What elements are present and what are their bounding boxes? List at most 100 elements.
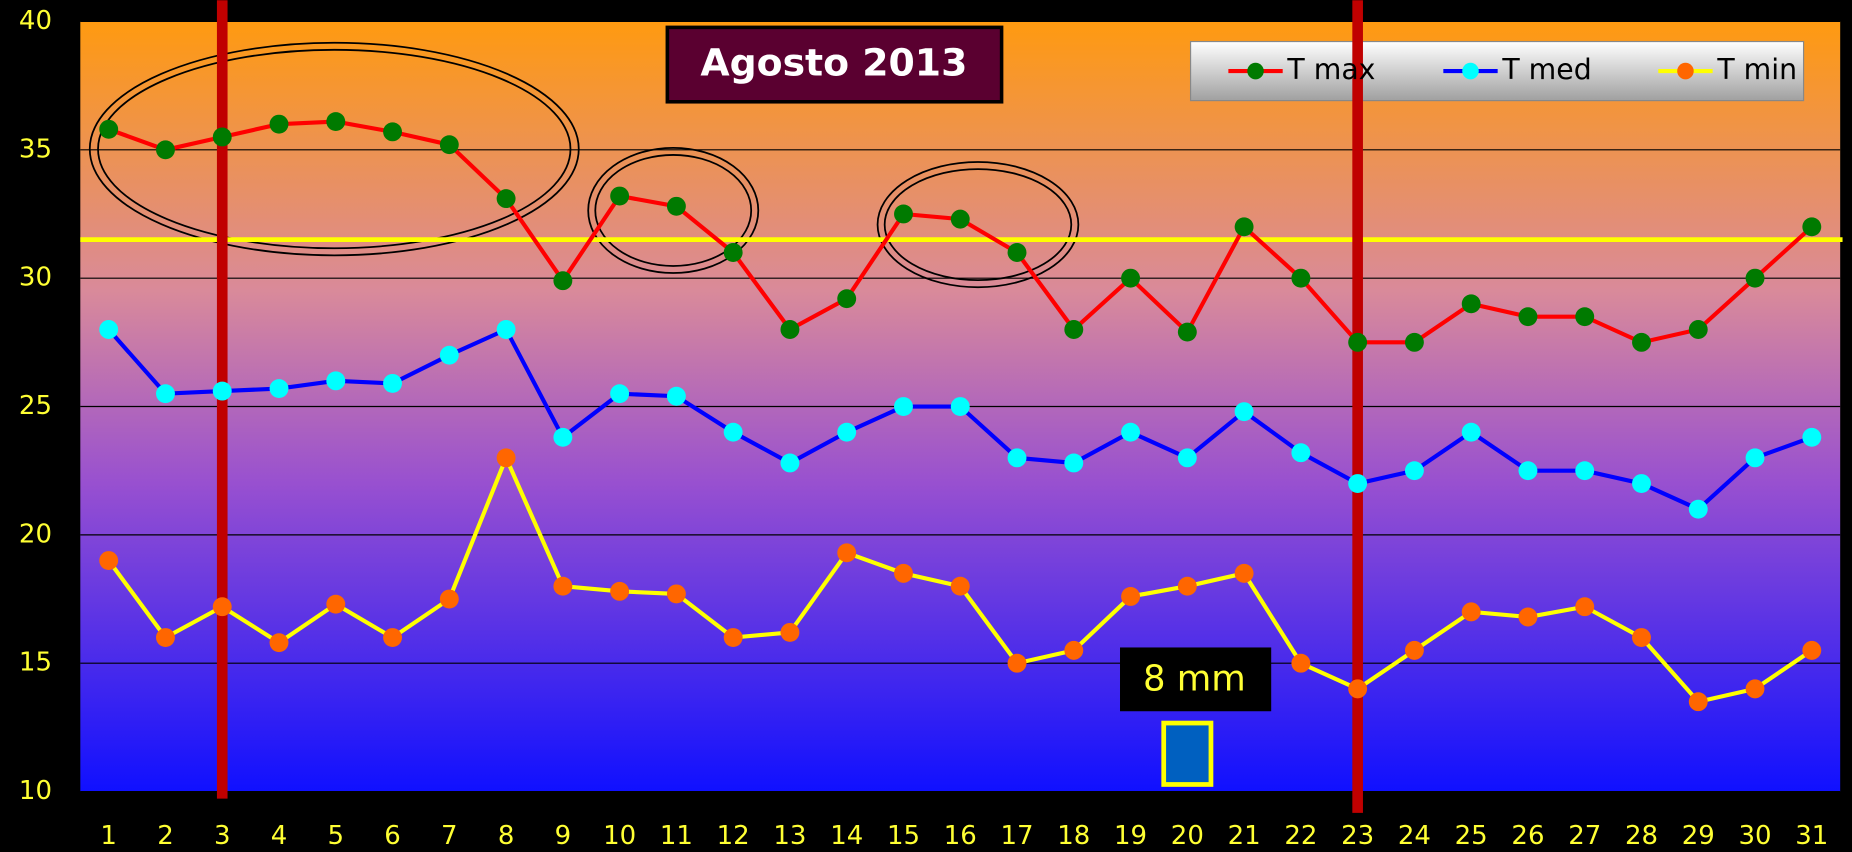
data-point — [894, 397, 913, 416]
data-point — [1688, 320, 1708, 339]
annotation: 8 mm — [1143, 659, 1246, 700]
data-point — [1007, 448, 1027, 468]
data-point — [1177, 576, 1197, 596]
x-tick-label: 12 — [717, 821, 750, 851]
x-tick-label: 21 — [1228, 821, 1261, 851]
legend-label: T med — [1501, 53, 1591, 86]
x-tick-label: 19 — [1114, 821, 1147, 851]
data-point — [1632, 332, 1651, 352]
data-point — [326, 594, 346, 614]
data-point — [383, 628, 403, 647]
x-tick-label: 10 — [603, 821, 636, 851]
data-point — [1575, 307, 1595, 327]
data-point — [99, 119, 119, 139]
x-tick-label: 14 — [830, 821, 863, 851]
x-tick-label: 24 — [1398, 821, 1431, 851]
x-tick-label: 23 — [1341, 821, 1374, 851]
data-point — [666, 584, 686, 604]
data-point — [1745, 679, 1765, 699]
x-tick-label: 13 — [773, 821, 806, 851]
data-point — [269, 633, 289, 653]
data-point — [553, 427, 573, 447]
data-point — [439, 345, 459, 365]
y-tick-label: 35 — [19, 134, 52, 164]
x-tick-label: 15 — [887, 821, 920, 851]
data-point — [780, 622, 800, 642]
data-point — [1518, 461, 1538, 481]
data-point — [1234, 217, 1254, 237]
data-point — [1177, 322, 1197, 342]
x-tick-label: 31 — [1795, 821, 1828, 851]
data-point — [1632, 628, 1651, 647]
data-point — [439, 589, 459, 609]
data-point — [1291, 653, 1311, 673]
data-point — [1007, 653, 1027, 673]
x-tick-label: 1 — [100, 821, 117, 851]
data-point — [1121, 268, 1141, 288]
data-point — [837, 543, 857, 563]
data-point — [1121, 587, 1141, 606]
x-tick-label: 30 — [1739, 821, 1772, 851]
x-tick-label: 18 — [1057, 821, 1090, 851]
x-tick-label: 6 — [384, 821, 401, 851]
data-point — [610, 581, 630, 601]
x-tick-label: 17 — [1000, 821, 1033, 851]
data-point — [1234, 402, 1254, 422]
data-point — [1518, 607, 1538, 627]
y-tick-label: 20 — [19, 519, 52, 549]
x-tick-label: 27 — [1568, 821, 1601, 851]
data-point — [780, 320, 800, 339]
data-point — [1745, 448, 1765, 468]
data-point — [894, 204, 913, 224]
data-point — [326, 371, 346, 391]
data-point — [1177, 448, 1197, 468]
x-tick-label: 8 — [498, 821, 515, 851]
data-point — [553, 271, 573, 291]
data-point — [269, 114, 289, 134]
x-tick-label: 29 — [1682, 821, 1715, 851]
data-point — [1064, 320, 1084, 339]
data-point — [1348, 679, 1368, 699]
annotation-box — [1120, 647, 1272, 712]
data-point — [1518, 307, 1538, 327]
data-point — [1688, 499, 1708, 519]
data-point — [1404, 461, 1424, 481]
x-tick-label: 22 — [1284, 821, 1317, 851]
data-point — [212, 381, 232, 401]
data-point — [1234, 563, 1254, 583]
x-tick-label: 16 — [944, 821, 977, 851]
data-point — [666, 196, 686, 216]
data-point — [723, 628, 743, 647]
data-point — [950, 576, 970, 596]
x-tick-label: 5 — [328, 821, 345, 851]
legend-marker — [1462, 62, 1479, 80]
data-point — [99, 551, 119, 570]
data-point — [1461, 422, 1481, 442]
y-tick-label: 30 — [19, 263, 52, 293]
data-point — [1461, 294, 1481, 314]
legend-marker — [1247, 62, 1264, 80]
x-tick-label: 25 — [1455, 821, 1488, 851]
data-point — [553, 576, 573, 596]
y-tick-label: 25 — [19, 391, 52, 421]
data-point — [1802, 217, 1822, 237]
y-tick-label: 15 — [19, 648, 52, 678]
data-point — [439, 135, 459, 155]
data-point — [156, 628, 175, 647]
x-tick-label: 20 — [1171, 821, 1204, 851]
x-tick-label: 2 — [157, 821, 174, 851]
data-point — [156, 384, 175, 404]
data-point — [99, 320, 119, 339]
legend-marker — [1677, 62, 1694, 80]
x-tick-label: 9 — [555, 821, 572, 851]
x-tick-label: 7 — [441, 821, 458, 851]
data-point — [837, 289, 857, 309]
data-point — [1064, 640, 1084, 660]
legend-label: T max — [1286, 53, 1375, 86]
data-point — [1121, 422, 1141, 442]
x-tick-label: 26 — [1511, 821, 1544, 851]
data-point — [383, 373, 403, 393]
data-point — [1291, 443, 1311, 463]
data-point — [383, 122, 403, 142]
